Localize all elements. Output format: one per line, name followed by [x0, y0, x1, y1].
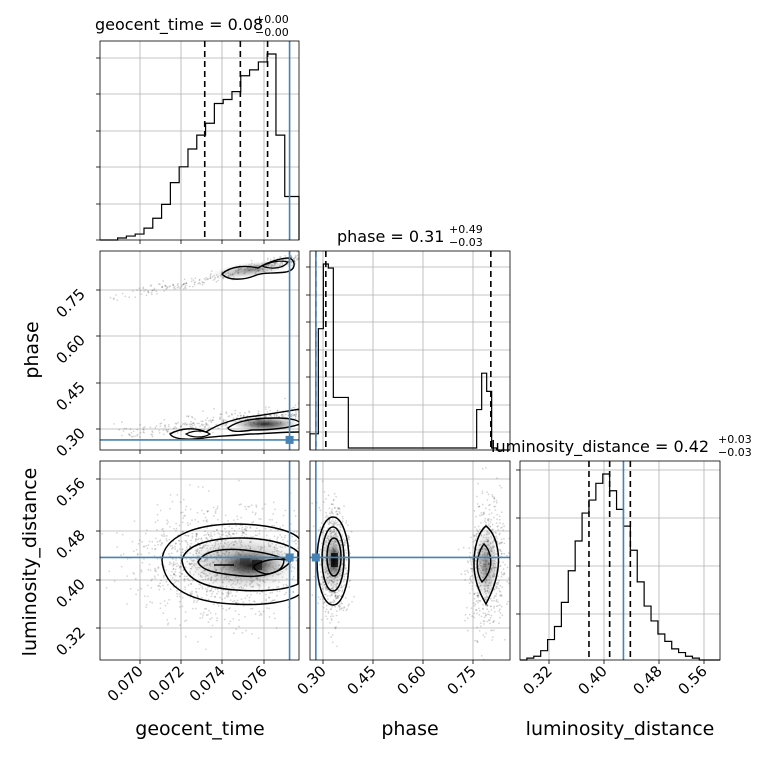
title-phase: phase = 0.31: [337, 227, 444, 246]
panel-luminosity-distance-hist: luminosity_distance = 0.42 +0.03 −0.03: [491, 433, 752, 661]
ytick-distance-040: 0.40: [52, 575, 88, 611]
xtick-distance-056: 0.56: [674, 662, 710, 698]
ytick-phase-045: 0.45: [52, 378, 88, 414]
density-contours: [161, 523, 299, 606]
panel-distance-vs-geocent-time: 0.32 0.40 0.48 0.56 luminosity_distance …: [19, 460, 300, 740]
title-geocent-time-plus: +0.00: [255, 13, 289, 26]
xtick-distance-032: 0.32: [519, 662, 555, 698]
xlabel-geocent-time: geocent_time: [135, 718, 264, 740]
title-phase-plus: +0.49: [449, 223, 483, 236]
title-geocent-time-minus: −0.00: [255, 26, 289, 39]
grid: [100, 41, 299, 240]
axes-frame: [99, 460, 300, 661]
density-contours: [169, 257, 299, 440]
panel-phase-hist: phase = 0.31 +0.49 −0.03: [306, 223, 511, 451]
quantile-lines: [203, 41, 269, 240]
xtick-geocent-0070: 0.070: [104, 662, 147, 705]
xtick-phase-045: 0.45: [343, 662, 379, 698]
title-luminosity-distance-minus: −0.03: [718, 446, 752, 459]
axes-frame: [309, 250, 511, 451]
title-geocent-time: geocent_time = 0.08: [95, 15, 263, 35]
title-luminosity-distance-plus: +0.03: [718, 433, 752, 446]
density-contours: [316, 516, 500, 606]
grid: [310, 251, 510, 450]
ytick-phase-075: 0.75: [52, 285, 88, 321]
title-luminosity-distance: luminosity_distance = 0.42: [491, 437, 709, 457]
histogram-geocent-time: [100, 53, 300, 241]
xtick-geocent-0076: 0.076: [228, 662, 271, 705]
xtick-phase-075: 0.75: [443, 662, 479, 698]
quantile-lines: [315, 251, 492, 450]
grid: [520, 461, 720, 660]
ytick-phase-060: 0.60: [52, 331, 88, 367]
xtick-phase-060: 0.60: [393, 662, 429, 698]
quantile-lines: [588, 461, 632, 660]
panel-phase-vs-geocent-time: 0.30 0.45 0.60 0.75 phase: [21, 250, 300, 460]
title-phase-minus: −0.03: [449, 236, 483, 249]
truth-marker: [311, 553, 320, 562]
ylabel-phase: phase: [21, 321, 43, 378]
ytick-phase-030: 0.30: [52, 424, 88, 460]
xlabel-phase: phase: [381, 718, 438, 740]
histogram-luminosity-distance: [520, 473, 720, 661]
xtick-geocent-0074: 0.074: [186, 662, 229, 705]
panel-distance-vs-phase: 0.30 0.45 0.60 0.75 phase: [293, 460, 511, 740]
histogram-phase: [309, 263, 510, 451]
truth-marker: [285, 435, 294, 444]
xlabel-luminosity-distance: luminosity_distance: [526, 718, 715, 740]
xtick-distance-040: 0.40: [574, 662, 610, 698]
axes-frame: [99, 40, 300, 241]
distance-hist-xticks: 0.32 0.40 0.48 0.56 luminosity_distance: [519, 660, 714, 740]
ylabel-luminosity-distance: luminosity_distance: [19, 468, 41, 657]
xtick-geocent-0072: 0.072: [145, 662, 188, 705]
axes-frame: [519, 460, 721, 661]
grid: [100, 251, 299, 450]
axes-frame: [309, 460, 511, 661]
axes-frame: [99, 250, 300, 451]
xtick-phase-030: 0.30: [293, 662, 329, 698]
ytick-distance-048: 0.48: [52, 526, 88, 562]
ytick-distance-032: 0.32: [52, 623, 88, 659]
ytick-distance-056: 0.56: [52, 474, 88, 510]
sample-scatter: [109, 251, 299, 441]
panel-geocent-time-hist: geocent_time = 0.08 +0.00 −0.00: [95, 13, 300, 244]
xtick-distance-048: 0.48: [629, 662, 665, 698]
truth-marker: [285, 553, 294, 562]
